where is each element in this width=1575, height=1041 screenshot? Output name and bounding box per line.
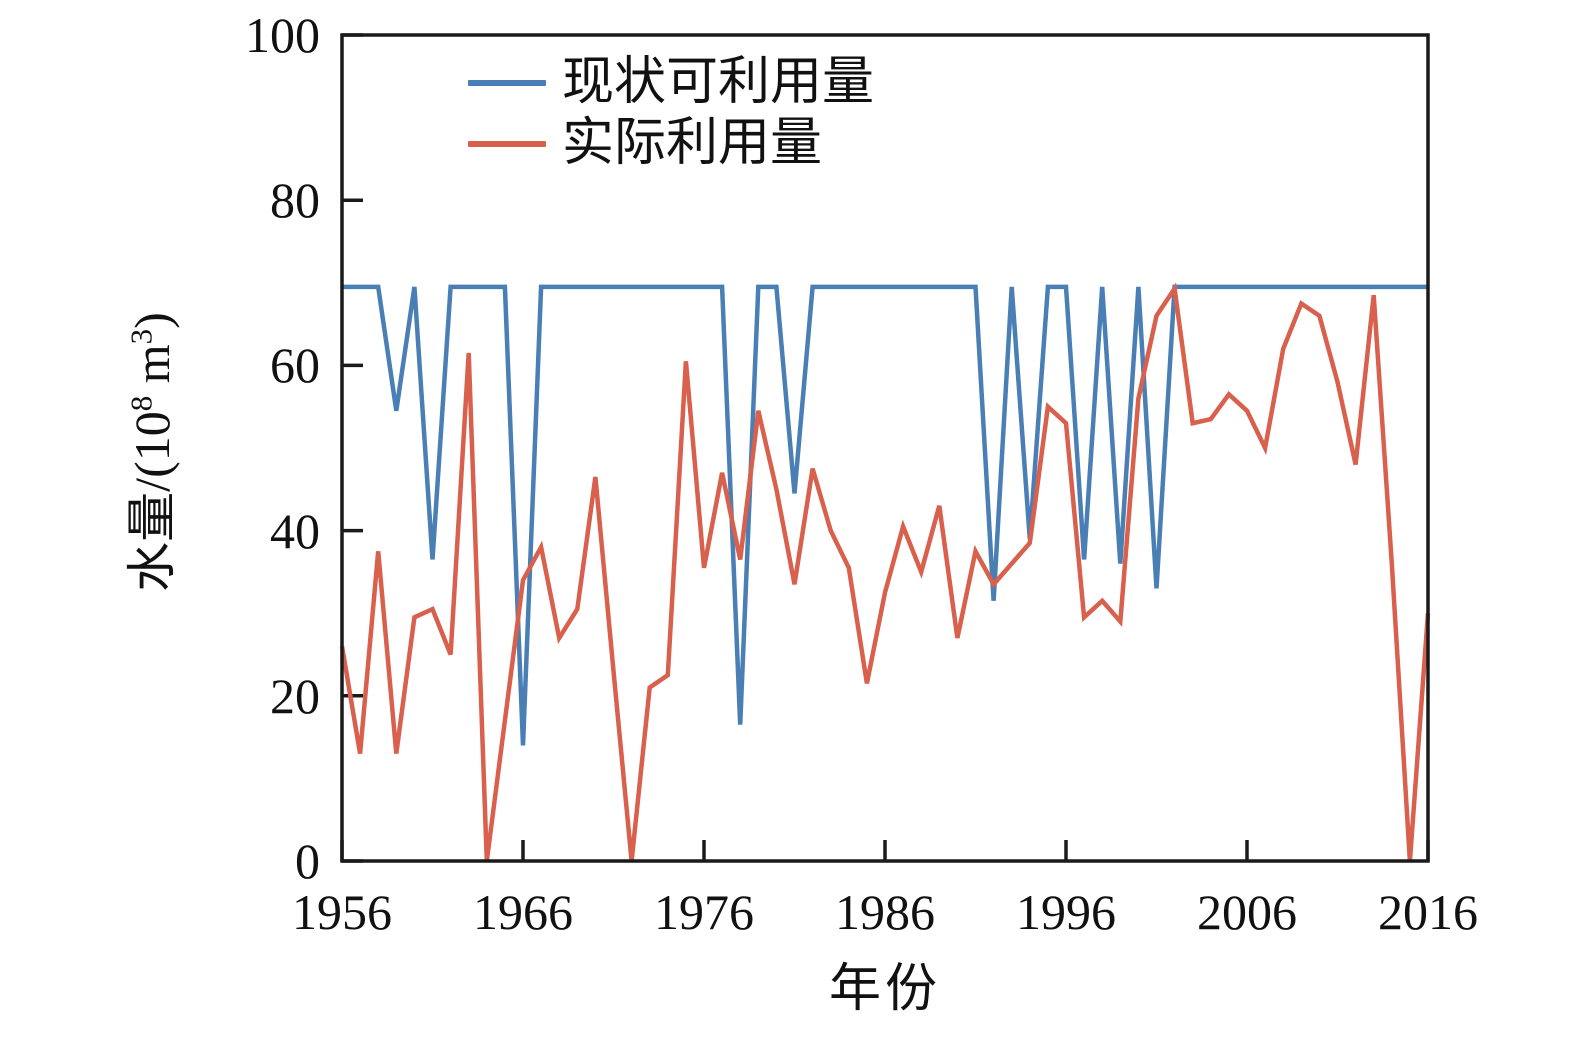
legend-item-available: 现状可利用量 xyxy=(468,52,874,113)
x-tick-label: 2006 xyxy=(1197,884,1297,940)
y-tick-label: 40 xyxy=(270,502,320,559)
y-axis-title-unit: m xyxy=(124,344,180,396)
legend-line-red-icon xyxy=(468,140,546,147)
data-series xyxy=(339,282,1431,862)
legend-label-available: 现状可利用量 xyxy=(562,54,875,111)
series-line-available xyxy=(342,284,1428,746)
y-axis-title-unit-exponent: 3 xyxy=(123,328,159,345)
y-tick-label: 100 xyxy=(245,7,320,63)
y-axis-title-close: ) xyxy=(124,312,180,329)
y-tick-label: 0 xyxy=(295,833,320,889)
legend-item-actual: 实际利用量 xyxy=(468,113,874,174)
x-tick-label: 1986 xyxy=(835,884,935,940)
x-tick-label: 2016 xyxy=(1378,884,1478,940)
x-tick-label: 1956 xyxy=(292,884,392,940)
plot-border xyxy=(340,33,1430,863)
legend-label-actual: 实际利用量 xyxy=(562,115,823,172)
series-line-actual xyxy=(339,282,1431,862)
x-tick-label: 1966 xyxy=(473,884,573,940)
x-tick-label: 1996 xyxy=(1016,884,1116,940)
legend: 现状可利用量 实际利用量 xyxy=(468,52,874,174)
y-axis-title-text: 水量/(10 xyxy=(124,411,180,592)
y-axis-title-exponent: 8 xyxy=(123,395,159,412)
y-tick-label: 20 xyxy=(270,667,320,724)
x-tick-label: 1976 xyxy=(654,884,754,940)
y-axis-title: 水量/(108 m3) xyxy=(120,172,184,732)
legend-line-blue-icon xyxy=(468,79,546,86)
y-tick-label: 80 xyxy=(270,172,320,229)
x-axis-title: 年份 xyxy=(828,961,941,1018)
y-tick-label: 60 xyxy=(270,337,320,394)
